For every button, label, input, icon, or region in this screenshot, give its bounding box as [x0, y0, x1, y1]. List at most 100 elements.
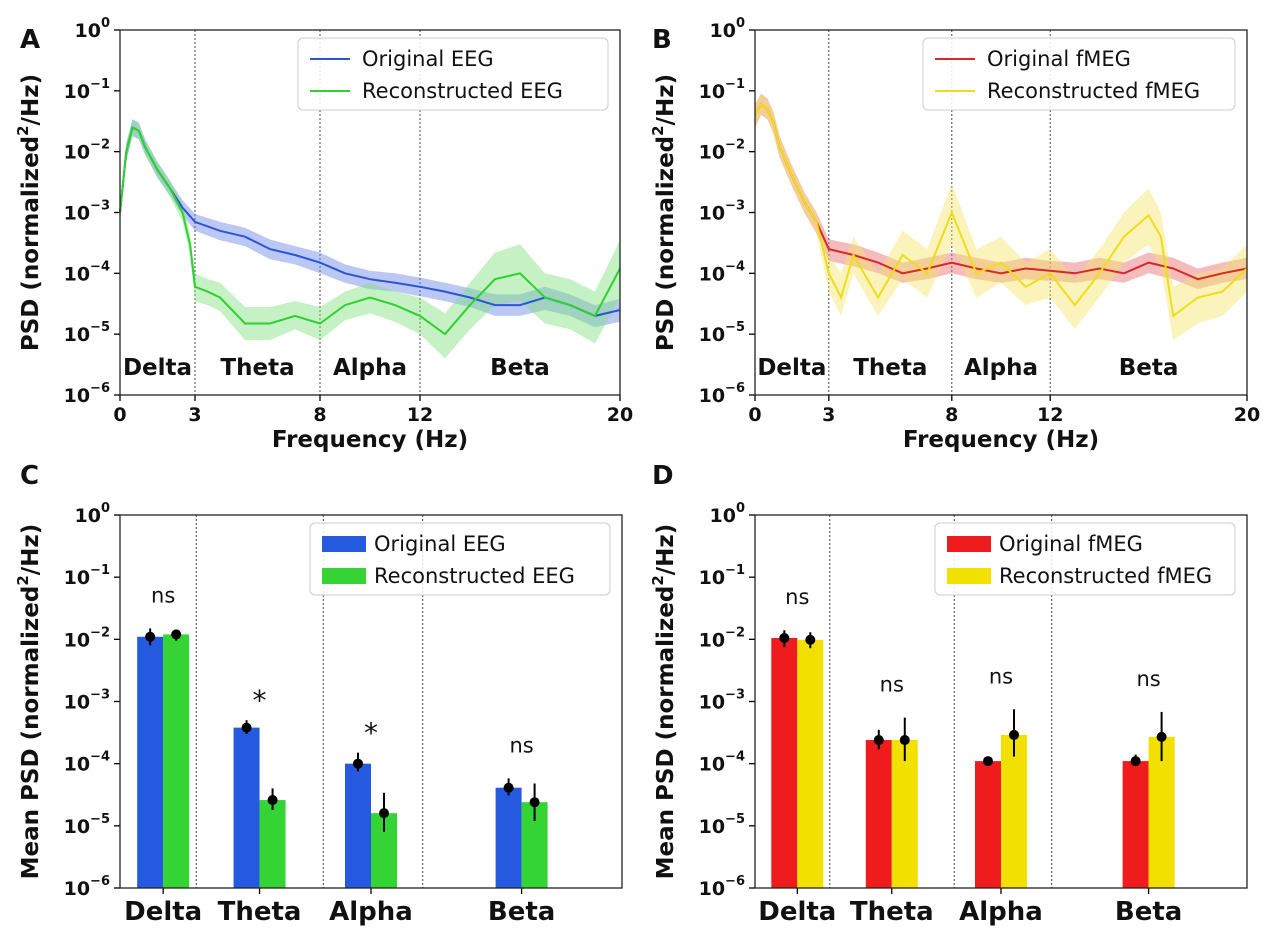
- y-tick-label: 100: [710, 501, 746, 527]
- bar: [495, 787, 522, 888]
- legend-swatch: [322, 536, 366, 552]
- y-tick-label: 10−3: [64, 688, 110, 714]
- y-tick-exponent: −4: [90, 750, 110, 765]
- y-tick-base: 10: [710, 20, 736, 42]
- mean-marker: [899, 735, 910, 746]
- y-tick-exponent: −3: [90, 688, 110, 703]
- series-confidence-band: [755, 93, 1247, 341]
- y-tick-exponent: −2: [725, 138, 745, 153]
- y-tick-exponent: −1: [725, 77, 745, 92]
- legend-frame: [922, 37, 1236, 111]
- x-axis-title: Frequency (Hz): [272, 427, 468, 453]
- bar: [163, 634, 190, 888]
- y-tick-base: 10: [64, 754, 90, 776]
- bar: [345, 763, 371, 888]
- y-tick-label: 10−6: [64, 874, 110, 900]
- y-tick-label: 10−4: [699, 750, 745, 776]
- y-tick-label: 10−3: [64, 199, 110, 225]
- legend-label: Reconstructed fMEG: [999, 564, 1212, 588]
- y-axis-title-superscript: 2: [14, 575, 32, 585]
- y-tick-exponent: −4: [725, 259, 745, 274]
- y-tick-label: 100: [710, 16, 746, 42]
- bar: [1122, 761, 1149, 888]
- y-tick-label: 10−5: [699, 320, 745, 346]
- y-axis-title-part: /Hz): [18, 74, 44, 126]
- y-tick-label: 10−3: [699, 199, 745, 225]
- series-confidence-band: [120, 119, 620, 328]
- legend-swatch: [322, 568, 366, 584]
- y-axis-title: Mean PSD (normalized2/Hz): [14, 524, 44, 880]
- series-line: [754, 102, 1248, 318]
- y-tick-label: 10−4: [64, 259, 110, 285]
- y-axis-title-part: /Hz): [653, 74, 679, 126]
- y-tick-base: 10: [699, 629, 725, 651]
- x-tick-label: 3: [188, 404, 201, 426]
- bar: [771, 638, 798, 888]
- panel-letter: C: [20, 461, 39, 491]
- x-tick-label: 8: [313, 404, 326, 426]
- significance-label: ns: [785, 585, 809, 609]
- legend: Original EEG Reconstructed EEG: [297, 37, 609, 111]
- mean-marker: [1156, 731, 1167, 742]
- band-label: Theta: [853, 355, 927, 381]
- legend-label: Original EEG: [362, 47, 494, 71]
- legend: Original fMEG Reconstructed fMEG: [934, 522, 1236, 596]
- significance-label: *: [253, 684, 267, 717]
- y-axis-title-part: PSD (normalized: [653, 136, 679, 351]
- y-tick-base: 10: [64, 263, 90, 285]
- band-label: Alpha: [333, 355, 407, 381]
- mean-marker: [353, 758, 363, 769]
- y-tick-label: 10−6: [64, 381, 110, 407]
- y-tick-base: 10: [699, 263, 725, 285]
- y-tick-label: 10−2: [699, 625, 745, 651]
- y-tick-base: 10: [699, 324, 725, 346]
- y-tick-exponent: −6: [90, 381, 110, 396]
- legend: Original fMEG Reconstructed fMEG: [922, 37, 1236, 111]
- band-label: Delta: [757, 355, 826, 381]
- y-tick-label: 10−2: [699, 138, 745, 164]
- y-axis-title-part: Mean PSD (normalized: [18, 586, 44, 880]
- y-tick-label: 10−4: [699, 259, 745, 285]
- y-tick-base: 10: [64, 692, 90, 714]
- y-axis-title: Mean PSD (normalized2/Hz): [649, 524, 679, 880]
- y-tick-exponent: −6: [90, 874, 110, 889]
- plot-frame: [119, 514, 623, 889]
- legend-swatch: [947, 536, 991, 552]
- y-tick-label: 10−1: [64, 563, 110, 589]
- band-label: Beta: [490, 355, 550, 381]
- significance-label: ns: [989, 664, 1013, 688]
- y-tick-exponent: −5: [725, 320, 745, 335]
- mean-marker: [379, 808, 389, 819]
- panel-letter: D: [652, 461, 674, 491]
- plot-frame: [754, 514, 1248, 889]
- category-label: Beta: [488, 897, 555, 927]
- y-tick-label: 10−1: [699, 563, 745, 589]
- y-axis-title-part: /Hz): [653, 524, 679, 576]
- mean-marker: [805, 634, 816, 645]
- y-tick-exponent: −5: [90, 812, 110, 827]
- significance-label: ns: [509, 733, 533, 757]
- legend-label: Reconstructed EEG: [374, 564, 575, 588]
- y-tick-label: 10−5: [64, 320, 110, 346]
- y-tick-base: 10: [64, 142, 90, 164]
- series-line: [119, 126, 621, 336]
- significance-label: ns: [151, 583, 175, 607]
- y-tick-exponent: −2: [90, 625, 110, 640]
- mean-marker: [1009, 729, 1019, 740]
- y-tick-base: 10: [64, 81, 90, 103]
- x-axis-title: Frequency (Hz): [903, 427, 1099, 453]
- y-tick-label: 100: [75, 501, 111, 527]
- x-tick-label: 20: [607, 404, 633, 426]
- y-axis-title-part: /Hz): [18, 524, 44, 576]
- category-label: Theta: [850, 897, 934, 927]
- y-tick-base: 10: [710, 505, 736, 527]
- bar: [797, 639, 824, 888]
- plot-frame: [754, 29, 1248, 396]
- y-tick-label: 10−3: [699, 688, 745, 714]
- y-tick-exponent: −3: [725, 199, 745, 214]
- y-axis-title-superscript: 2: [649, 125, 667, 135]
- legend-frame: [934, 522, 1236, 596]
- plot-frame: [119, 29, 621, 396]
